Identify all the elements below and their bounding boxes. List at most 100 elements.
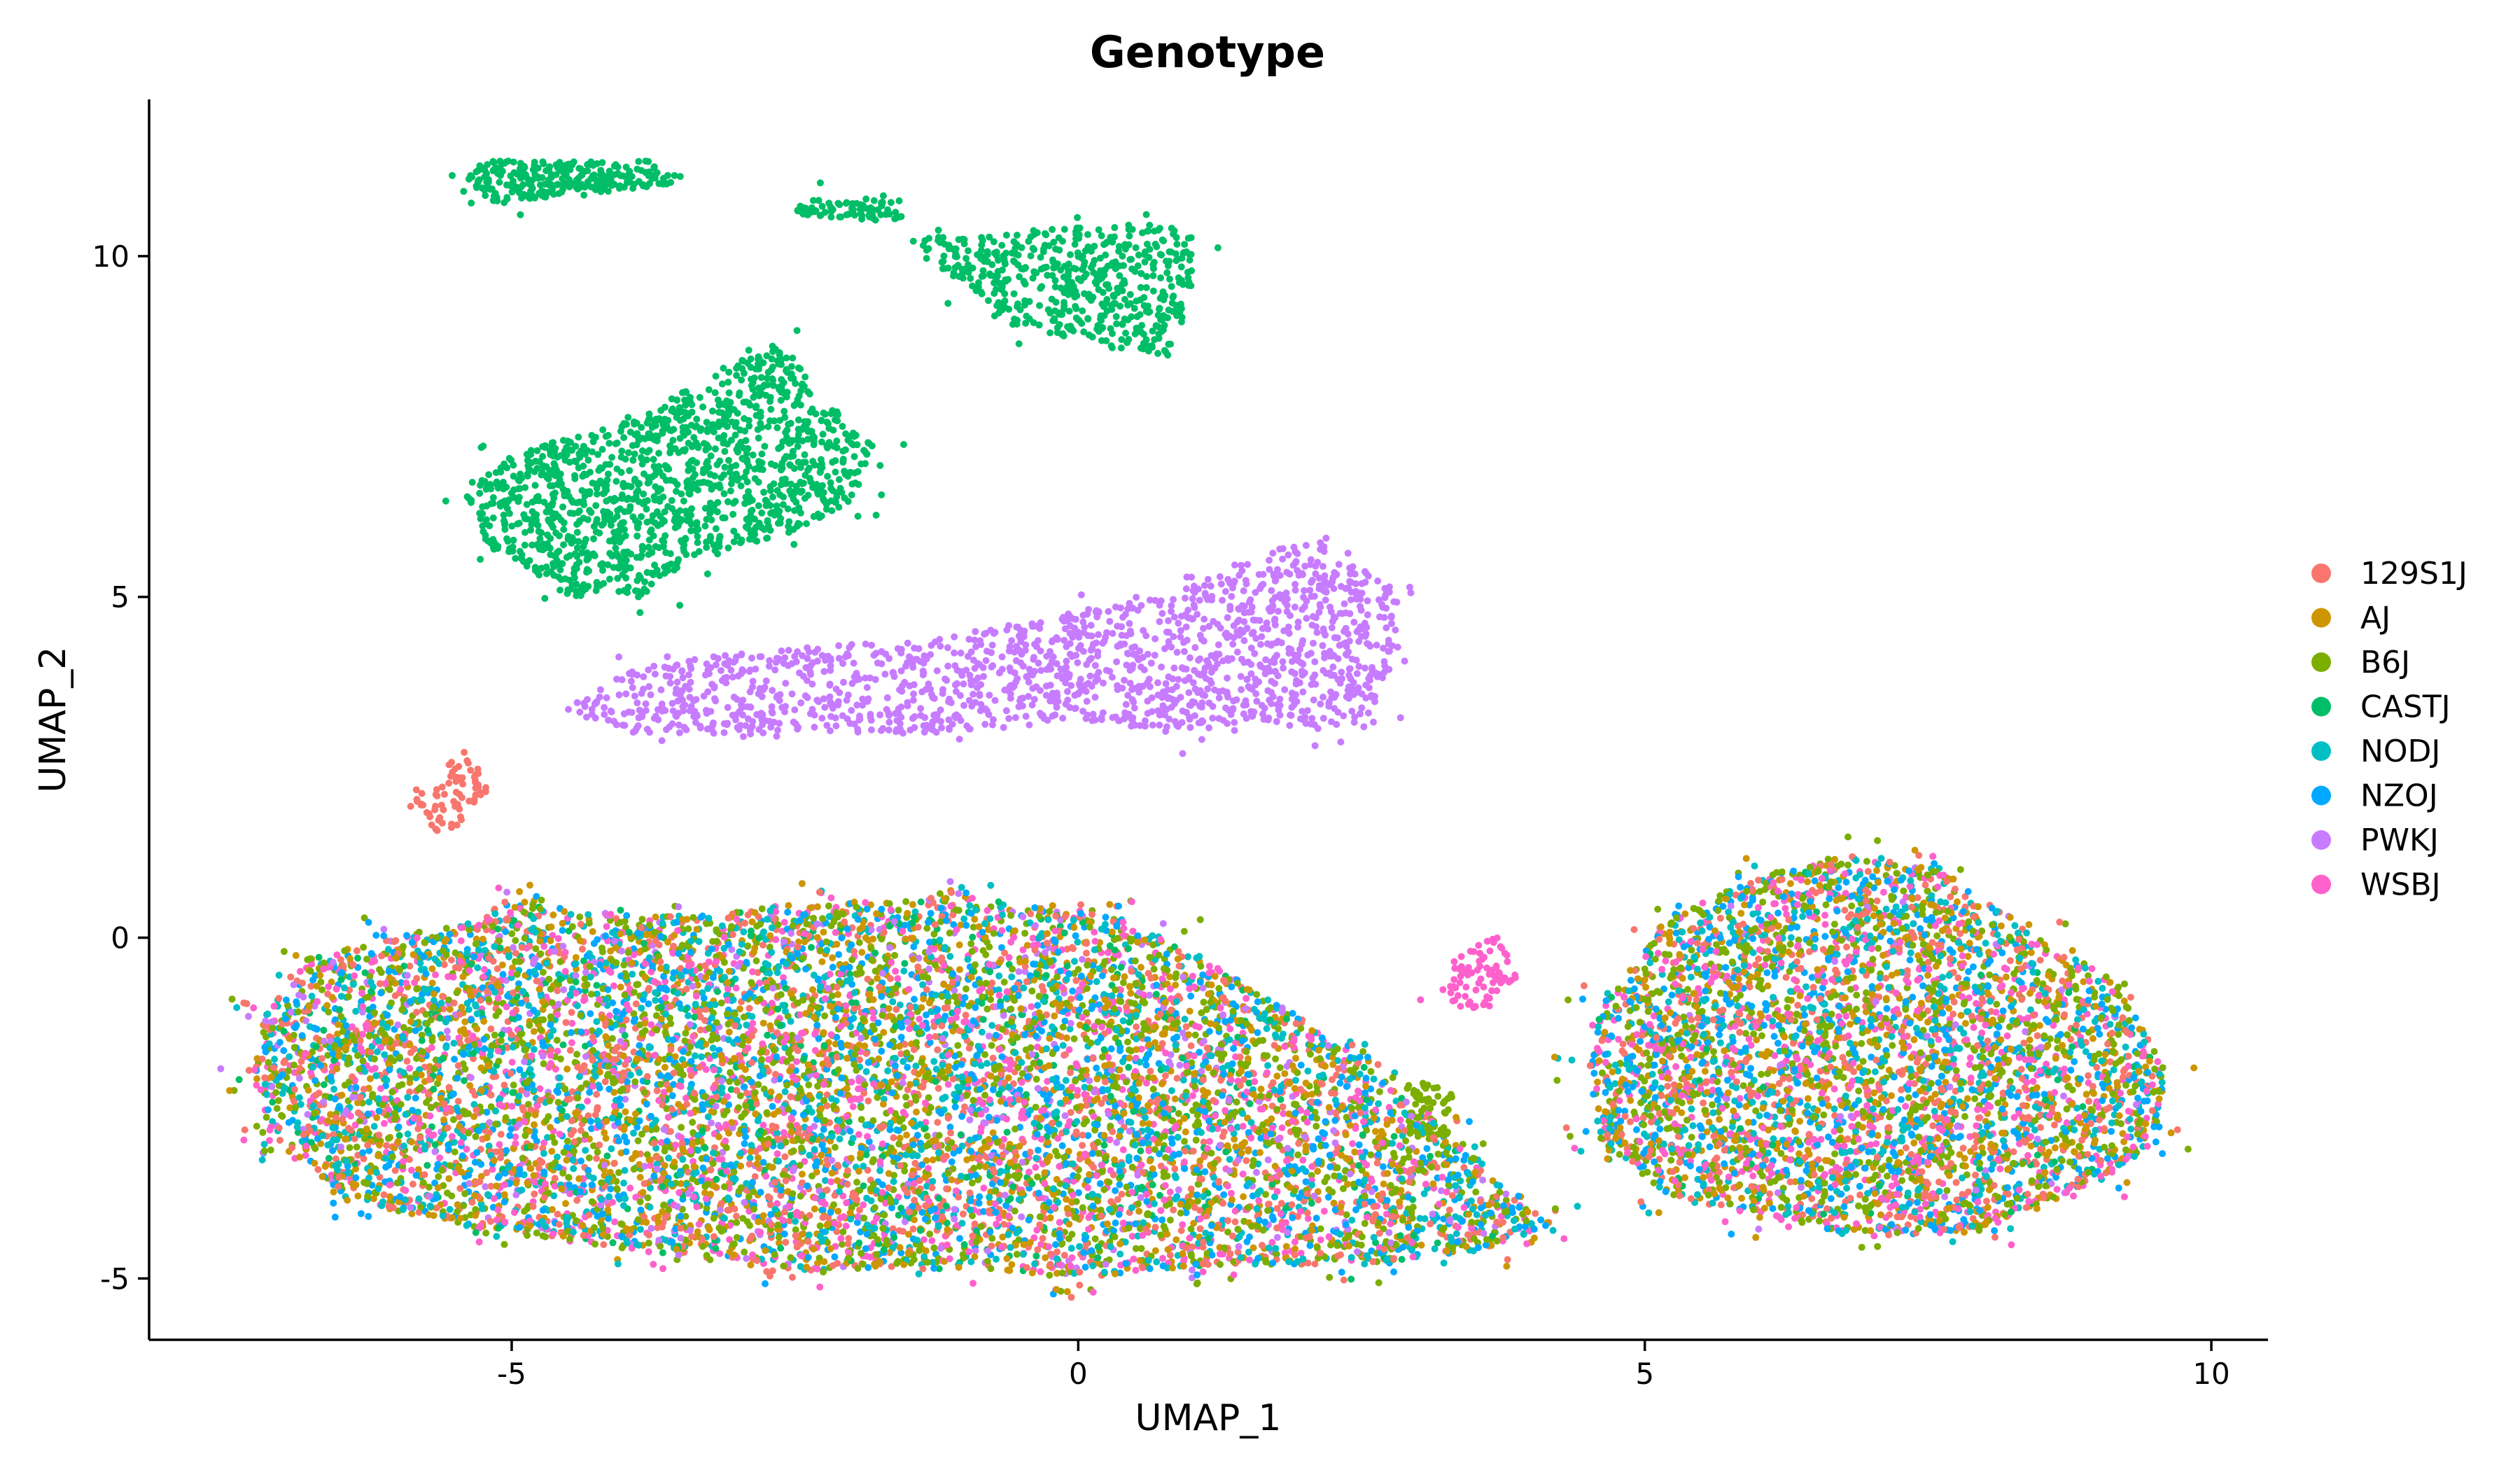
- data-point: [664, 1114, 672, 1121]
- data-point: [2123, 1179, 2131, 1186]
- data-point: [1503, 1262, 1511, 1270]
- data-point: [1277, 1096, 1284, 1103]
- data-point: [276, 1039, 284, 1046]
- data-point: [1844, 1135, 1851, 1143]
- data-point: [1105, 608, 1112, 615]
- data-point: [325, 1154, 332, 1162]
- data-point: [1889, 1042, 1896, 1049]
- data-point: [808, 1108, 816, 1116]
- data-point: [1915, 852, 1923, 859]
- data-point: [1095, 631, 1102, 638]
- data-point: [821, 1012, 829, 1020]
- data-point: [449, 1116, 457, 1124]
- data-point: [718, 666, 724, 674]
- data-point: [1176, 1061, 1184, 1069]
- data-point: [876, 711, 884, 719]
- data-point: [409, 1180, 416, 1188]
- data-point: [1695, 1141, 1702, 1149]
- data-point: [892, 967, 899, 975]
- data-point: [832, 929, 839, 937]
- data-point: [1370, 1075, 1378, 1083]
- data-point: [872, 512, 880, 519]
- data-point: [366, 1075, 374, 1082]
- data-point: [1166, 715, 1173, 723]
- data-point: [1892, 903, 1900, 911]
- data-point: [950, 272, 957, 280]
- data-point: [835, 951, 843, 958]
- data-point: [1098, 232, 1105, 239]
- data-point: [1847, 1021, 1854, 1028]
- data-point: [2023, 929, 2031, 937]
- data-point: [1083, 949, 1090, 957]
- data-point: [1924, 972, 1932, 979]
- data-point: [755, 434, 762, 442]
- data-point: [1168, 1135, 1175, 1142]
- data-point: [1102, 251, 1110, 259]
- data-point: [855, 1130, 862, 1138]
- data-point: [1717, 1201, 1725, 1209]
- data-point: [627, 678, 635, 685]
- data-point: [1189, 1092, 1196, 1100]
- data-point: [1008, 637, 1016, 645]
- data-point: [311, 1159, 318, 1167]
- data-point: [771, 666, 779, 674]
- data-point: [1128, 255, 1135, 263]
- data-point: [925, 999, 933, 1007]
- data-point: [645, 682, 653, 690]
- data-point: [657, 407, 665, 414]
- data-point: [1231, 719, 1238, 727]
- data-point: [1637, 1099, 1644, 1107]
- data-point: [1326, 1273, 1334, 1281]
- data-point: [1174, 1133, 1182, 1141]
- data-point: [645, 1000, 652, 1008]
- data-point: [934, 1119, 941, 1126]
- data-point: [645, 1231, 652, 1239]
- data-point: [1280, 664, 1287, 672]
- data-point: [1736, 1028, 1744, 1036]
- data-point: [354, 1192, 362, 1200]
- data-point: [1079, 307, 1086, 315]
- data-point: [1841, 906, 1849, 914]
- data-point: [1804, 1102, 1812, 1110]
- data-point: [872, 949, 879, 957]
- data-point: [1737, 1020, 1745, 1028]
- data-point: [2011, 922, 2019, 930]
- data-point: [365, 1147, 373, 1154]
- data-point: [1907, 1054, 1915, 1061]
- data-point: [727, 666, 735, 674]
- data-point: [2026, 1006, 2034, 1014]
- data-point: [536, 1085, 544, 1093]
- data-point: [659, 1265, 666, 1273]
- data-point: [1789, 1040, 1797, 1047]
- data-point: [1951, 886, 1959, 893]
- data-point: [1396, 1198, 1404, 1206]
- data-point: [1457, 1002, 1464, 1010]
- data-point: [1364, 709, 1372, 717]
- data-point: [1076, 1242, 1084, 1250]
- data-point: [890, 1134, 897, 1142]
- data-point: [372, 932, 380, 939]
- data-point: [1180, 927, 1188, 935]
- data-point: [1902, 1144, 1910, 1152]
- data-point: [832, 1040, 839, 1048]
- data-point: [713, 926, 720, 934]
- data-point: [1026, 721, 1033, 729]
- data-point: [1742, 1030, 1749, 1037]
- data-point: [548, 1147, 556, 1155]
- data-point: [650, 456, 657, 463]
- data-point: [929, 1177, 937, 1185]
- data-point: [354, 954, 361, 962]
- data-point: [645, 543, 652, 551]
- data-point: [834, 1066, 842, 1074]
- data-point: [1735, 1101, 1743, 1109]
- data-point: [1158, 663, 1166, 671]
- data-point: [2174, 1126, 2181, 1133]
- data-point: [1186, 654, 1194, 662]
- data-point: [786, 1217, 793, 1224]
- data-point: [1149, 721, 1156, 729]
- data-point: [554, 1153, 561, 1161]
- data-point: [1060, 1252, 1068, 1259]
- data-point: [673, 678, 681, 686]
- data-point: [878, 935, 886, 943]
- data-point: [774, 424, 781, 432]
